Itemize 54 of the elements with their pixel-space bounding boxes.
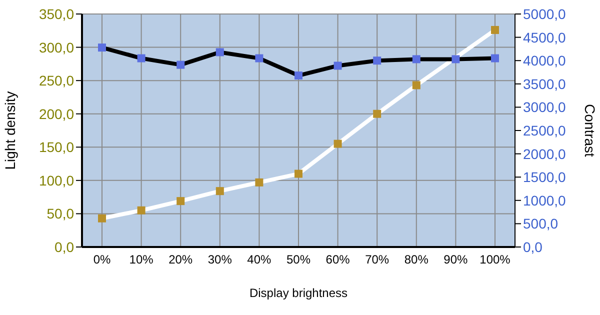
point [216,48,224,56]
y-tick-label: 50,0 [46,206,74,222]
x-tick-label: 100% [480,252,511,267]
point [373,110,382,118]
y2-tick-label: 1500,0 [523,169,566,186]
y2-tick-label: 1000,0 [523,192,566,208]
y-tick-label: 300,0 [38,39,74,56]
point [294,170,302,178]
x-tick-label: 20% [168,252,193,267]
y2-tick-label: 4500,0 [523,29,566,46]
y-tick-label: 350,0 [38,6,74,22]
point [176,197,185,206]
y2-tick-label: 4000,0 [523,52,566,69]
y-axis-title: Light density [2,91,18,170]
point [491,26,499,34]
y2-tick-label: 500,0 [523,216,558,232]
y2-tick-label: 3000,0 [523,99,566,116]
y2-tick-label: 5000,0 [523,6,566,22]
point [452,55,460,64]
point [334,140,342,148]
y2-tick-label: 2500,0 [523,122,566,138]
y2-tick-label: 3500,0 [523,76,566,92]
point [98,214,106,222]
y-tick-label: 250,0 [38,72,74,89]
y-tick-label: 150,0 [38,139,74,156]
point [98,44,106,52]
x-tick-label: 50% [286,252,311,267]
x-tick-label: 80% [404,252,429,267]
point [373,56,382,65]
point [176,60,185,69]
point [216,187,224,196]
y2-tick-label: 2000,0 [523,146,566,162]
y-tick-label: 0,0 [54,238,74,255]
point [412,55,420,64]
point [294,72,302,80]
point [412,81,420,90]
y2-tick-label: 0,0 [523,238,543,255]
point [137,206,146,214]
point [255,178,264,186]
point [491,54,499,62]
point [255,54,264,62]
point [137,54,146,62]
x-tick-label: 40% [247,252,272,267]
y-tick-label: 200,0 [38,106,74,122]
x-tick-label: 0% [93,252,111,267]
y2-axis-title: Contrast [582,104,598,158]
y-tick-label: 100,0 [38,172,74,188]
x-tick-label: 90% [444,252,468,267]
x-tick-label: 70% [365,252,390,267]
point [334,62,342,70]
x-tick-label: 60% [326,252,350,267]
x-tick-label: 30% [208,252,232,267]
x-axis-title: Display brightness [249,286,348,300]
x-tick-label: 10% [129,252,154,267]
